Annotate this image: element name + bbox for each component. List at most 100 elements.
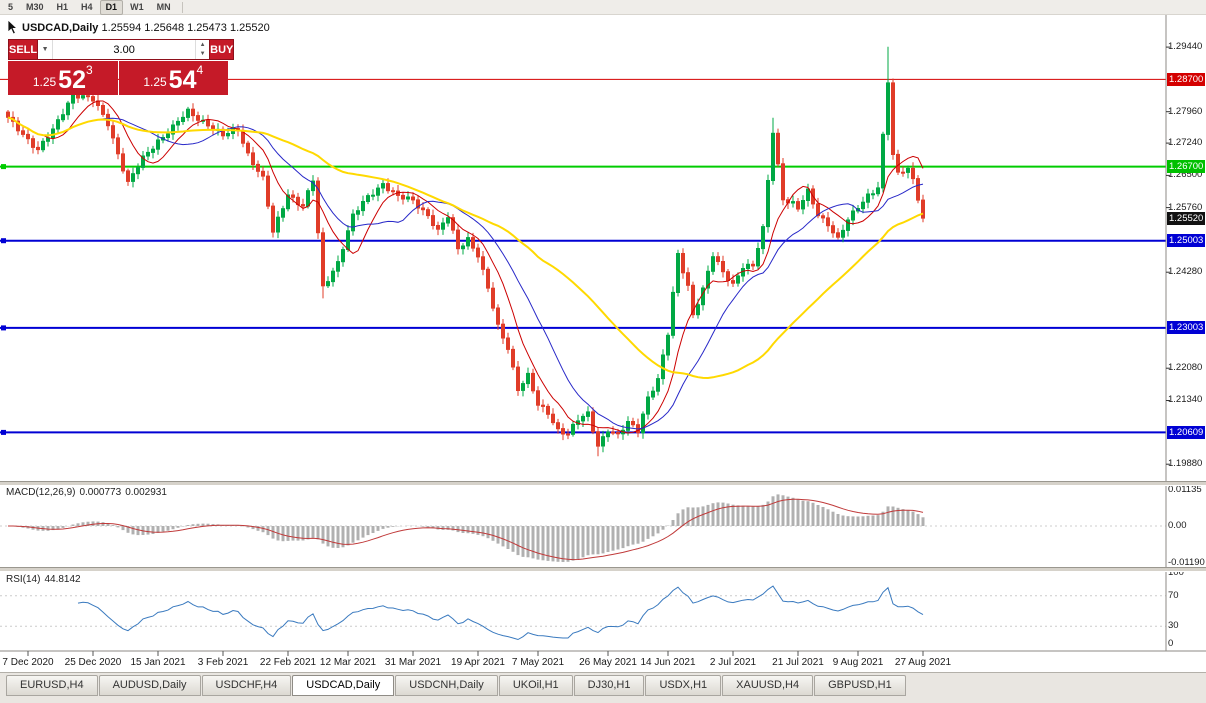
chart-tab-USDCAD,Daily[interactable]: USDCAD,Daily: [292, 675, 395, 696]
rsi-tick-0: 0: [1168, 638, 1174, 649]
pane-separator-macd[interactable]: [0, 481, 1206, 486]
trade-prices-row: 1.25 52 3 1.25 54 4: [8, 61, 228, 95]
volume-box: ▼ ▲ ▼: [38, 39, 210, 60]
ma-45-line: [7, 116, 924, 380]
ma-17-line: [7, 116, 924, 430]
chart-tab-GBPUSD,H1[interactable]: GBPUSD,H1: [814, 675, 906, 696]
symbol-name: USDCAD,Daily: [22, 22, 99, 34]
horizontal-levels[interactable]: [0, 78, 1166, 435]
trade-controls-row: SELL ▼ ▲ ▼ BUY: [8, 39, 235, 60]
mouse-cursor-icon: [8, 20, 19, 35]
date-label-22-Feb-2021: 22 Feb 2021: [259, 657, 317, 668]
volume-input[interactable]: [53, 40, 196, 59]
timeframe-button-MN[interactable]: MN: [156, 1, 171, 12]
toolbar-separator: [181, 1, 183, 13]
timeframe-button-5[interactable]: 5: [8, 1, 14, 12]
chart-title: USDCAD,Daily 1.25594 1.25648 1.25473 1.2…: [22, 22, 270, 34]
sell-price-prefix: 1.25: [32, 75, 57, 89]
ma-8-line: [7, 100, 924, 434]
date-label-12-Mar-2021: 12 Mar 2021: [319, 657, 377, 668]
timeframe-toolbar: 5 M30 H1 H4 D1 W1 MN: [0, 0, 1206, 15]
buy-price-big: 54: [168, 66, 197, 94]
sell-price[interactable]: 1.25 52 3: [8, 61, 118, 95]
timeframe-button-M30[interactable]: M30: [26, 1, 44, 12]
date-label-9-Aug-2021: 9 Aug 2021: [832, 657, 884, 668]
macd-tick--0.01190: -0.01190: [1168, 557, 1205, 568]
rsi-tick-70: 70: [1168, 589, 1179, 601]
price-badge-1.26700: 1.26700: [1167, 160, 1206, 174]
chart-tab-USDCHF,H4[interactable]: USDCHF,H4: [201, 675, 292, 696]
price-badge-1.28700: 1.28700: [1167, 72, 1206, 86]
date-label-31-Mar-2021: 31 Mar 2021: [384, 657, 442, 668]
rsi-tick-30: 30: [1168, 620, 1179, 632]
chart-tab-USDX,H1[interactable]: USDX,H1: [645, 675, 722, 696]
date-label-26-May-2021: 26 May 2021: [579, 657, 637, 668]
price-tick-1.21340: 1.21340: [1168, 394, 1203, 406]
quote-open: 1.25594: [101, 22, 142, 34]
quote-close: 1.25520: [229, 22, 270, 34]
rsi-label: RSI(14) 44.8142: [6, 574, 85, 585]
rsi-tick-100: 100: [1168, 567, 1184, 578]
rsi-name: RSI(14): [6, 574, 41, 585]
macd-tick-0.01135: 0.01135: [1168, 484, 1202, 495]
buy-price-sup: 4: [196, 63, 204, 77]
chart-tab-bar: EURUSD,H4 AUDUSD,Daily USDCHF,H4 USDCAD,Dai…: [0, 672, 1206, 703]
chart-area[interactable]: 1.29440 1.27960 1.27240 1.26500 1.25760 1.242…: [0, 15, 1206, 672]
date-label-21-Jul-2021: 21 Jul 2021: [772, 657, 824, 668]
timeframe-button-H4[interactable]: H4: [81, 1, 93, 12]
chart-tab-DJ30,H1[interactable]: DJ30,H1: [573, 675, 645, 696]
volume-down-icon[interactable]: ▼: [199, 51, 206, 58]
price-tick-1.27960: 1.27960: [1168, 105, 1203, 117]
macd-tick-0.00: 0.00: [1168, 520, 1187, 531]
timeframe-button-H1[interactable]: H1: [56, 1, 69, 12]
buy-button[interactable]: BUY: [209, 39, 235, 60]
timeframe-button-W1[interactable]: W1: [130, 1, 144, 12]
candles-down: [6, 78, 925, 457]
price-badge-1.25520: 1.25520: [1167, 211, 1206, 225]
price-badge-1.25003: 1.25003: [1167, 234, 1206, 248]
chart-tab-XAUUSD,H4[interactable]: XAUUSD,H4: [722, 675, 814, 696]
price-tick-1.29440: 1.29440: [1168, 41, 1203, 53]
date-label-15-Jan-2021: 15 Jan 2021: [130, 657, 186, 668]
price-tick-1.24280: 1.24280: [1168, 266, 1203, 278]
buy-price-prefix: 1.25: [143, 75, 167, 89]
macd-name: MACD(12,26,9): [6, 487, 76, 498]
volume-up-icon[interactable]: ▲: [199, 41, 206, 48]
date-label-7-Dec-2020: 7 Dec 2020: [2, 657, 54, 668]
sell-price-sup: 3: [85, 63, 93, 77]
volume-spinner: ▲ ▼: [195, 40, 209, 59]
rsi-value: 44.8142: [44, 574, 81, 585]
sell-button[interactable]: SELL: [8, 39, 39, 60]
chart-tab-USDCNH,Daily[interactable]: USDCNH,Daily: [395, 675, 498, 696]
price-tick-1.22080: 1.22080: [1168, 362, 1203, 374]
chart-tab-AUDUSD,Daily[interactable]: AUDUSD,Daily: [98, 675, 201, 696]
candles-up: [41, 46, 910, 453]
date-label-7-May-2021: 7 May 2021: [511, 657, 565, 668]
macd-label: MACD(12,26,9) 0.000773 0.002931: [6, 487, 171, 498]
date-label-2-Jul-2021: 2 Jul 2021: [709, 657, 757, 668]
chart-canvas: [0, 15, 1206, 656]
rsi-line: [77, 585, 924, 641]
timeframe-button-D1[interactable]: D1: [99, 0, 124, 15]
sell-price-big: 52: [58, 66, 86, 94]
chart-tab-UKOil,H1[interactable]: UKOil,H1: [498, 675, 573, 696]
volume-dropdown-icon[interactable]: ▼: [38, 40, 54, 59]
quote-high: 1.25648: [144, 22, 185, 34]
one-click-trading-panel: SELL ▼ ▲ ▼ BUY 1.25 52 3 1: [8, 39, 235, 95]
price-tick-1.19880: 1.19880: [1168, 458, 1203, 470]
quote-low: 1.25473: [187, 22, 227, 34]
date-label-27-Aug-2021: 27 Aug 2021: [894, 657, 952, 668]
date-label-25-Dec-2020: 25 Dec 2020: [64, 657, 122, 668]
date-label-19-Apr-2021: 19 Apr 2021: [451, 657, 505, 668]
chart-tab-EURUSD,H4[interactable]: EURUSD,H4: [6, 675, 98, 696]
price-badge-1.23003: 1.23003: [1167, 321, 1206, 335]
buy-price[interactable]: 1.25 54 4: [118, 61, 228, 95]
pane-separator-rsi[interactable]: [0, 567, 1206, 572]
date-label-3-Feb-2021: 3 Feb 2021: [197, 657, 249, 668]
price-tick-1.26500: 1.26500: [1168, 169, 1203, 181]
date-label-14-Jun-2021: 14 Jun 2021: [640, 657, 696, 668]
price-tick-1.27240: 1.27240: [1168, 137, 1203, 149]
price-badge-1.20609: 1.20609: [1167, 425, 1206, 439]
macd-value-signal: 0.002931: [125, 487, 167, 498]
